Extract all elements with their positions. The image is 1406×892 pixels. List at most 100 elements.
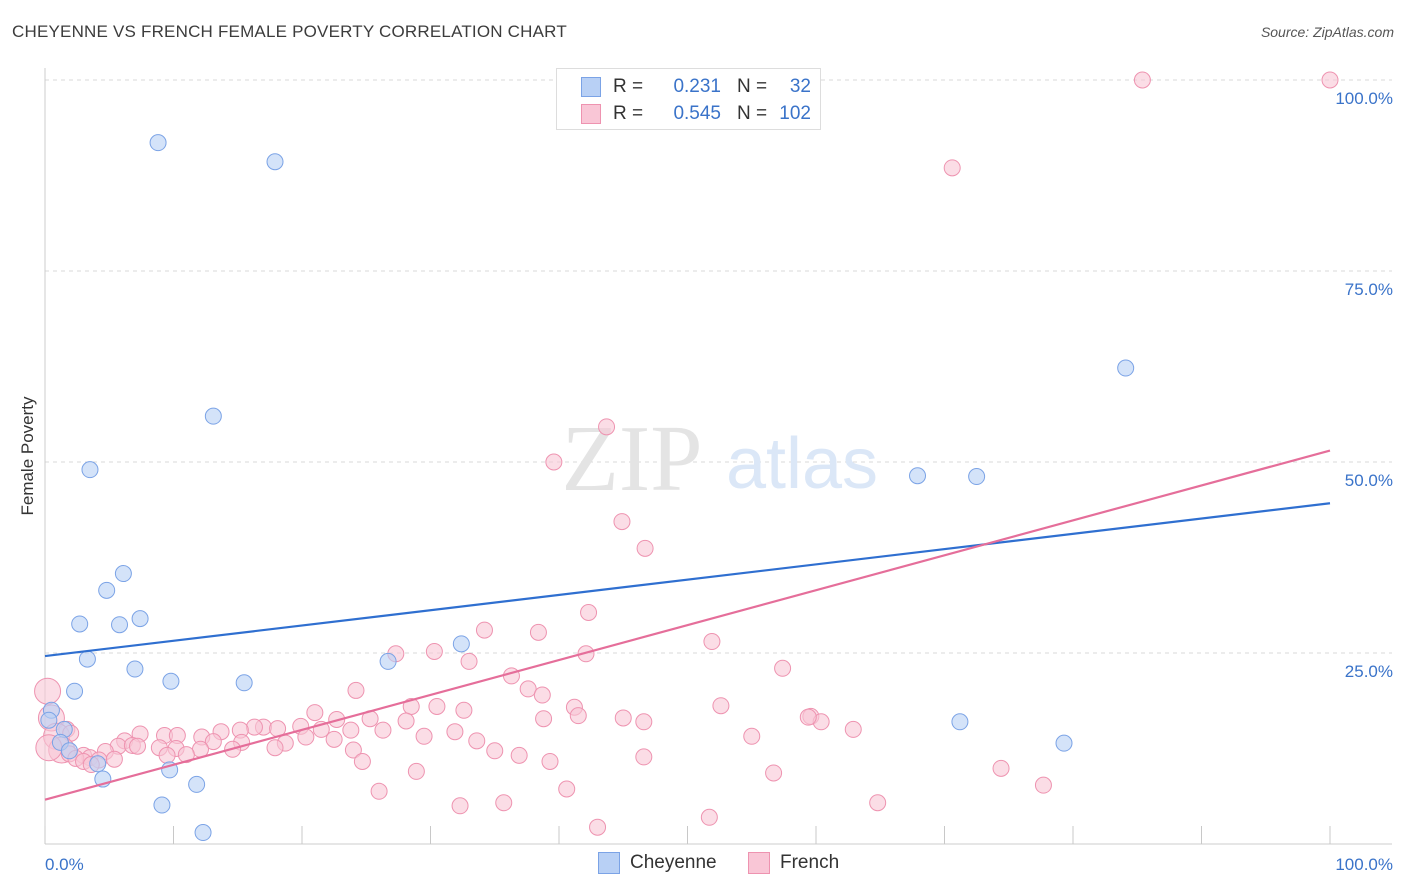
legend-item-cheyenne: Cheyenne [598, 852, 717, 874]
french-point [325, 730, 343, 748]
french-point [533, 686, 551, 704]
french-point [266, 739, 284, 757]
chart-title: CHEYENNE VS FRENCH FEMALE POVERTY CORREL… [12, 22, 567, 41]
french-point [177, 746, 195, 764]
french-point [353, 752, 371, 770]
french-point [580, 604, 598, 622]
french-point [486, 742, 504, 760]
legend-row-cheyenne: R = 0.231 N = 32 [581, 75, 811, 99]
french-point [1133, 71, 1151, 89]
french-point [598, 418, 616, 436]
cheyenne-point [1055, 734, 1073, 752]
french-point [700, 808, 718, 826]
r-value: 0.231 [673, 76, 721, 97]
french-point [635, 748, 653, 766]
french-swatch [581, 104, 601, 124]
french-point [397, 712, 415, 730]
french-point [510, 746, 528, 764]
cheyenne-point [379, 652, 397, 670]
legend-row-french: R = 0.545 N = 102 [581, 102, 811, 126]
french-point [245, 718, 263, 736]
french-point [844, 720, 862, 738]
x-tick-label: 100.0% [1335, 855, 1393, 874]
french-point [344, 741, 362, 759]
cheyenne-point [131, 610, 149, 628]
french-point [614, 709, 632, 727]
french-point [428, 697, 446, 715]
french-point [613, 513, 631, 531]
trend-lines [44, 449, 1331, 801]
french-point [569, 707, 587, 725]
watermark-zip: ZIP [562, 407, 703, 511]
cheyenne-point [153, 796, 171, 814]
cheyenne-point [204, 407, 222, 425]
french-point [407, 762, 425, 780]
cheyenne-point [89, 755, 107, 773]
source-label: Source: ZipAtlas.com [1260, 24, 1394, 40]
cheyenne-point [114, 565, 132, 583]
french-point [589, 818, 607, 836]
grid-lines [45, 79, 1392, 654]
french-point [495, 794, 513, 812]
cheyenne-point [968, 468, 986, 486]
y-tick-label: 25.0% [1345, 662, 1393, 681]
french-trend-line [44, 449, 1331, 801]
tick-labels: 25.0% 50.0% 75.0% 100.0% 0.0% 100.0% [45, 89, 1393, 874]
french-point [370, 782, 388, 800]
r-value: 0.545 [673, 103, 721, 124]
cheyenne-point [194, 824, 212, 842]
y-tick-label: 75.0% [1345, 280, 1393, 299]
french-point [545, 453, 563, 471]
french-point [869, 794, 887, 812]
cheyenne-trend-line [44, 502, 1331, 658]
french-point [774, 659, 792, 677]
x-tick-label: 0.0% [45, 855, 84, 874]
french-point [558, 780, 576, 798]
cheyenne-point [66, 682, 84, 700]
r-label: R = [613, 103, 644, 124]
french-point [712, 697, 730, 715]
french-point [529, 623, 547, 641]
r-label: R = [613, 76, 644, 97]
french-point [455, 701, 473, 719]
french-legend-label: French [780, 852, 840, 873]
cheyenne-point [1117, 359, 1135, 377]
cheyenne-point [149, 134, 167, 152]
cheyenne-point [111, 616, 129, 634]
french-point [475, 621, 493, 639]
cheyenne-point [188, 775, 206, 793]
french-point [1034, 776, 1052, 794]
french-point [992, 759, 1010, 777]
cheyenne-point [909, 467, 927, 485]
french-point [703, 633, 721, 651]
french-legend-swatch [748, 852, 770, 874]
cheyenne-point [452, 635, 470, 653]
french-point [468, 732, 486, 750]
cheyenne-point [81, 461, 99, 479]
stats-legend: R = 0.231 N = 32 R = 0.545 N = 102 [556, 68, 821, 130]
n-value: 102 [779, 103, 811, 124]
cheyenne-point [71, 615, 89, 633]
cheyenne-legend-swatch [598, 852, 620, 874]
french-point [519, 680, 537, 698]
cheyenne-point [162, 672, 180, 690]
french-point [743, 727, 761, 745]
french-point [451, 797, 469, 815]
french-point [636, 539, 654, 557]
cheyenne-legend-label: Cheyenne [630, 852, 717, 873]
cheyenne-point [951, 713, 969, 731]
n-label: N = [737, 103, 768, 124]
french-point [1321, 71, 1339, 89]
french-point [635, 713, 653, 731]
french-point [535, 710, 553, 728]
watermark-atlas: atlas [726, 424, 878, 504]
french-point [943, 159, 961, 177]
cheyenne-point [40, 711, 58, 729]
french-point [34, 677, 62, 705]
french-point [158, 746, 176, 764]
french-point [541, 752, 559, 770]
french-point [460, 652, 478, 670]
cheyenne-point [126, 660, 144, 678]
n-value: 32 [789, 76, 811, 97]
